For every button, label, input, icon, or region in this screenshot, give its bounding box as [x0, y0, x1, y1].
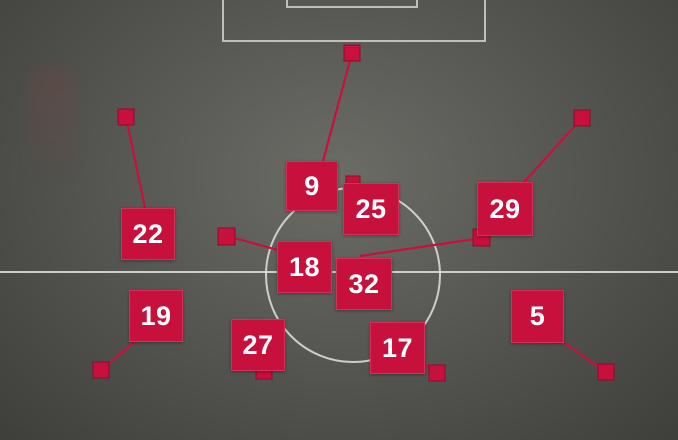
player-tag-25[interactable]: 25: [343, 183, 399, 235]
origin-marker-9: [343, 44, 361, 62]
penalty-box: [222, 0, 486, 42]
player-tag-22[interactable]: 22: [121, 208, 175, 260]
movement-line-22: [124, 116, 147, 209]
movement-line-29: [516, 117, 583, 191]
player-tag-19[interactable]: 19: [129, 290, 183, 342]
origin-marker-29: [573, 109, 591, 127]
goal-area: [286, 0, 418, 8]
player-tag-5[interactable]: 5: [511, 290, 564, 343]
origin-marker-17: [428, 364, 446, 382]
origin-marker-22: [117, 108, 135, 126]
player-tag-9[interactable]: 9: [286, 161, 338, 211]
player-tag-29[interactable]: 29: [477, 182, 533, 236]
movement-line-18: [226, 234, 286, 254]
origin-marker-5: [597, 363, 615, 381]
blurred-player-figure: [28, 66, 76, 176]
player-tag-27[interactable]: 27: [231, 319, 285, 371]
movement-line-32: [359, 236, 483, 258]
origin-marker-19: [92, 361, 110, 379]
movement-line-9: [320, 52, 354, 166]
player-tag-32[interactable]: 32: [336, 258, 392, 310]
player-tag-18[interactable]: 18: [277, 241, 332, 293]
player-tag-17[interactable]: 17: [370, 322, 425, 374]
origin-marker-18: [217, 227, 236, 246]
